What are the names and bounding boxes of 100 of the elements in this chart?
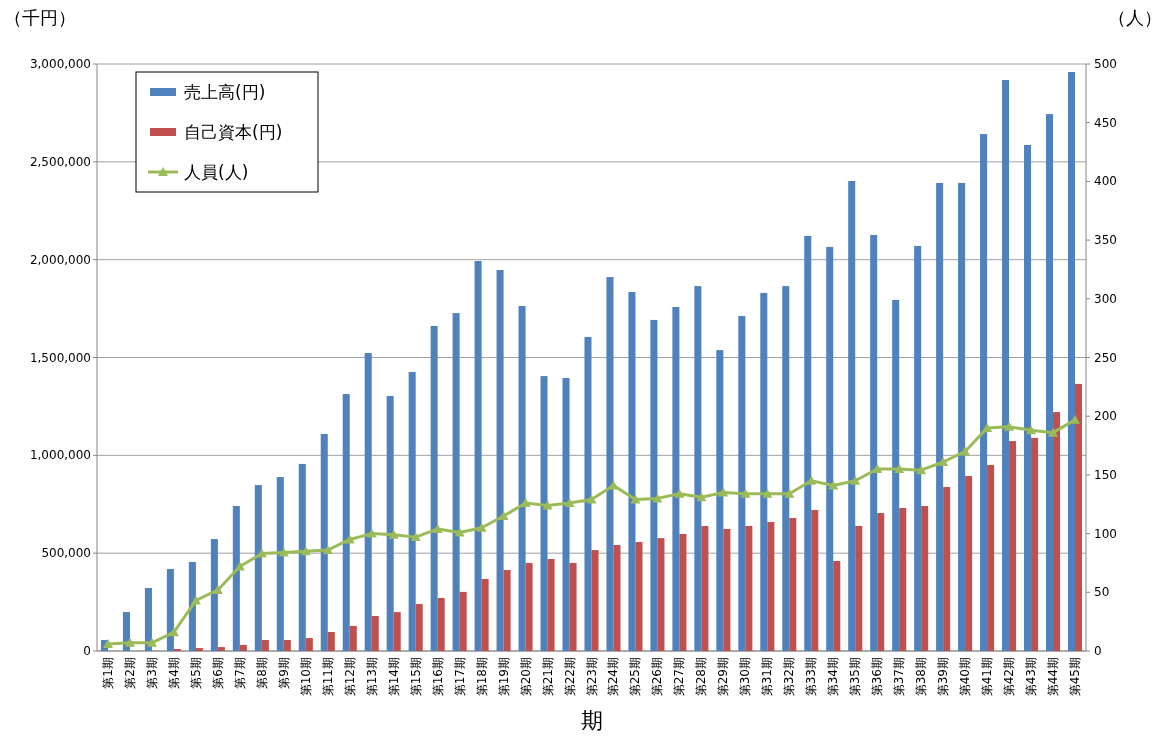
x-tick-label: 第3期 [144, 657, 159, 689]
bar [657, 538, 665, 651]
x-tick-label: 第13期 [364, 657, 379, 697]
bar [716, 350, 724, 651]
point [784, 488, 795, 498]
legend-label: 自己資本(円) [184, 122, 283, 142]
bar [217, 647, 225, 651]
point [938, 456, 949, 466]
point [696, 492, 707, 502]
bar [943, 487, 951, 651]
bar [958, 182, 966, 651]
x-tick-label: 第36期 [870, 657, 885, 697]
point [168, 627, 179, 637]
x-tick-label: 第1期 [100, 657, 115, 689]
x-tick-label: 第19期 [496, 657, 511, 697]
point [894, 464, 905, 474]
point [564, 498, 575, 508]
x-tick-label: 第42期 [1002, 657, 1017, 697]
point [498, 510, 509, 520]
x-tick-label: 第16期 [430, 657, 445, 697]
bar [672, 307, 680, 651]
x-tick-label: 第7期 [232, 657, 247, 689]
bar [987, 464, 995, 651]
x-tick-label: 第35期 [848, 657, 863, 697]
bar [503, 569, 511, 651]
y-tick-label: 0 [83, 644, 91, 658]
bar [1053, 412, 1061, 651]
bar [320, 434, 328, 651]
bar [393, 612, 401, 651]
point [278, 547, 289, 557]
point [410, 532, 421, 542]
bar [635, 542, 643, 651]
point [916, 465, 927, 475]
x-tick-label: 第2期 [122, 657, 137, 689]
x-tick-label: 第44期 [1046, 657, 1061, 697]
bar [210, 539, 218, 651]
bar [254, 485, 262, 651]
x-tick-label: 第40期 [958, 657, 973, 697]
y2-tick-label: 500 [1094, 57, 1117, 71]
bar [408, 371, 416, 651]
bar [760, 292, 768, 651]
point [652, 493, 663, 503]
bar [474, 261, 482, 651]
bar [628, 291, 636, 651]
bar [650, 319, 658, 651]
bar [452, 313, 460, 651]
point [102, 638, 113, 648]
bar [298, 463, 306, 651]
bar [430, 326, 438, 651]
point [960, 446, 971, 456]
x-tick-label: 第32期 [782, 657, 797, 697]
y2-tick-label: 150 [1094, 467, 1117, 482]
point [718, 487, 729, 497]
bar [606, 277, 614, 651]
point [674, 488, 685, 498]
point [630, 494, 641, 504]
bar [848, 181, 856, 651]
bar [349, 625, 357, 651]
bar [283, 640, 291, 651]
bar [723, 528, 731, 651]
bar [591, 550, 599, 651]
x-tick-label: 第8期 [254, 657, 269, 689]
y2-tick-label: 100 [1094, 526, 1117, 541]
y-tick-label: 2,000,000 [29, 252, 91, 267]
y2-axis-title: （人） [1108, 7, 1162, 28]
x-tick-label: 第22期 [562, 657, 577, 697]
bar [936, 182, 944, 651]
bar [833, 560, 841, 651]
bar [679, 533, 687, 651]
bar [276, 477, 284, 651]
x-tick-label: 第23期 [584, 657, 599, 697]
y-tick-label: 1,500,000 [29, 350, 91, 365]
x-tick-label: 第21期 [540, 657, 555, 697]
x-tick-label: 第10期 [298, 657, 313, 697]
x-tick-label: 第4期 [166, 657, 181, 689]
point [850, 475, 861, 485]
bar [547, 559, 555, 651]
y2-tick-label: 250 [1094, 350, 1117, 365]
x-tick-label: 第27期 [672, 657, 687, 697]
point [190, 595, 201, 605]
bar [166, 569, 174, 651]
bar [584, 336, 592, 651]
y2-tick-label: 200 [1094, 409, 1117, 424]
bar [826, 246, 834, 651]
bar [232, 506, 240, 651]
bar [870, 235, 878, 651]
point [762, 488, 773, 498]
x-tick-label: 第26期 [650, 657, 665, 697]
bar [327, 632, 335, 651]
point [124, 637, 135, 647]
x-tick-label: 第18期 [474, 657, 489, 697]
bar [144, 588, 152, 651]
bar [745, 525, 753, 651]
bar [804, 235, 812, 651]
x-tick-label: 第15期 [408, 657, 423, 697]
bar [437, 597, 445, 651]
bar [496, 270, 504, 651]
bar [701, 525, 709, 651]
x-tick-label: 第39期 [936, 657, 951, 697]
bar [1046, 114, 1054, 651]
